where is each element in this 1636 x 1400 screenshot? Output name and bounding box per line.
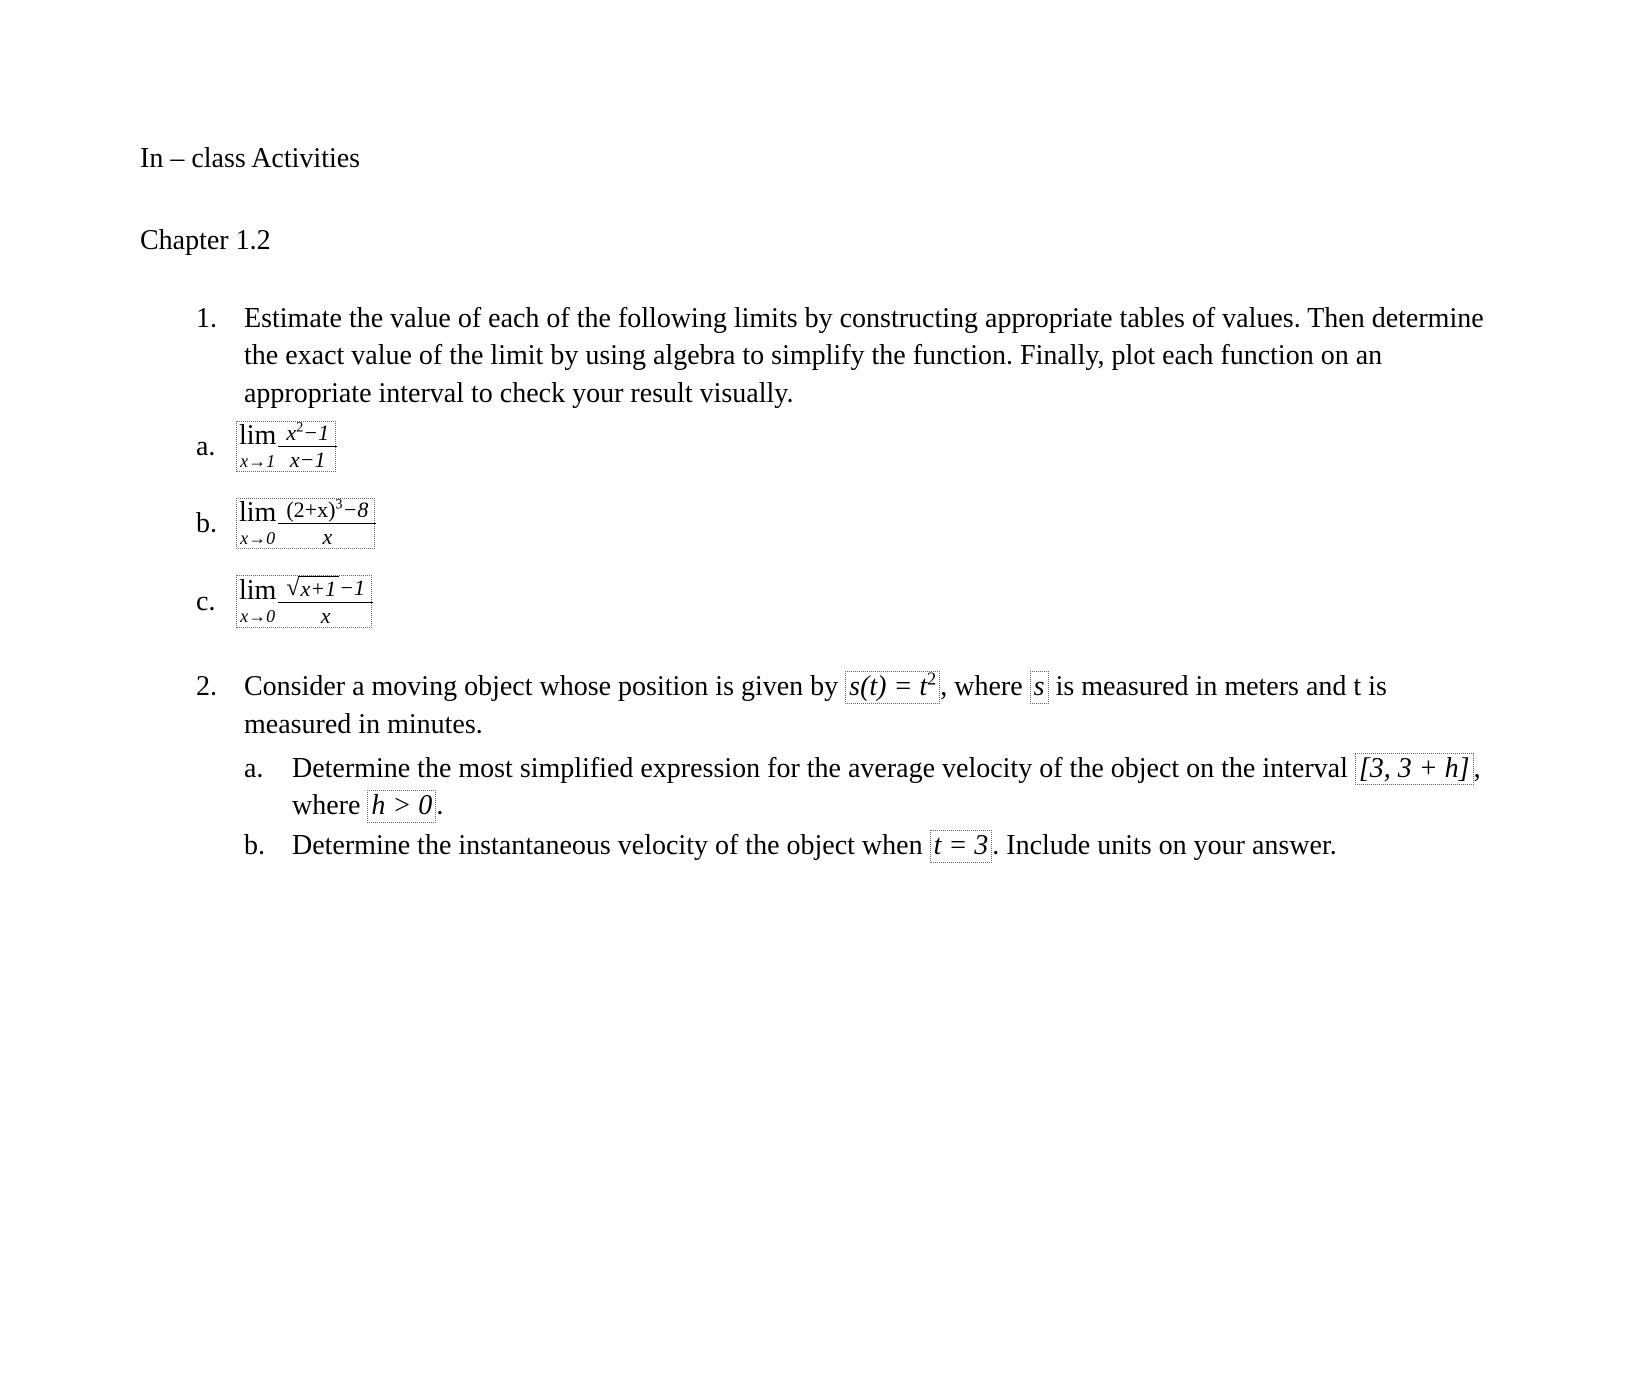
q2-number: 2. [196, 668, 244, 706]
lim-word: lim [239, 422, 276, 450]
fraction-den: x [278, 523, 376, 548]
q2b-label: b. [244, 827, 292, 865]
q2a-text: Determine the most simplified expression… [292, 750, 1496, 826]
q1b-label: b. [196, 505, 236, 543]
q2-svar: s [1030, 671, 1049, 704]
q2a-pre: Determine the most simplified expression… [292, 753, 1355, 784]
document-page: In – class Activities Chapter 1.2 1. Est… [0, 0, 1636, 867]
num-exp: 3 [335, 497, 342, 513]
q2a-hcond: h > 0 [367, 790, 436, 823]
num-left: x [286, 420, 296, 445]
fraction-num: √ x+1 −1 [282, 576, 369, 602]
q2-eq-lhs: s(t) = t [849, 671, 927, 702]
fraction: √ x+1 −1 x [282, 576, 369, 627]
q1a-label: a. [196, 428, 236, 466]
q1c-label: c. [196, 583, 236, 621]
lim-word: lim [239, 499, 276, 527]
fraction-den: x [278, 602, 373, 627]
fraction: (2+x)3−8 x [282, 499, 372, 548]
q2a: a. Determine the most simplified express… [244, 750, 1496, 826]
q2b: b. Determine the instantaneous velocity … [244, 827, 1496, 865]
q2-mid: , where [940, 671, 1029, 702]
q1-text: Estimate the value of each of the follow… [244, 303, 1484, 410]
question-2: 2. Consider a moving object whose positi… [196, 668, 1496, 867]
lim-symbol: lim x→1 [239, 422, 276, 470]
q1a: a. lim x→1 x2−1 x−1 [196, 421, 1496, 472]
num-right: −8 [343, 497, 369, 522]
question-list: 1. Estimate the value of each of the fol… [196, 300, 1496, 867]
q2a-label: a. [244, 750, 292, 788]
q2-eq: s(t) = t2 [845, 671, 940, 704]
lim-symbol: lim x→0 [239, 577, 276, 625]
num-right: −1 [303, 420, 329, 445]
q2a-interval: [3, 3 + h] [1355, 753, 1474, 786]
chapter-heading: Chapter 1.2 [140, 222, 1496, 260]
q1c-math: lim x→0 √ x+1 −1 x [236, 575, 372, 628]
lim-under: x→1 [240, 452, 275, 470]
lim-under: x→0 [240, 607, 275, 625]
q2-body: Consider a moving object whose position … [244, 668, 1496, 867]
q2b-teq: t = 3 [930, 830, 993, 863]
lim-word: lim [239, 577, 276, 605]
lim-under: x→0 [240, 529, 275, 547]
question-1: 1. Estimate the value of each of the fol… [196, 300, 1496, 413]
fraction-num: (2+x)3−8 [282, 499, 372, 523]
q2b-text: Determine the instantaneous velocity of … [292, 827, 1496, 865]
q1-body: Estimate the value of each of the follow… [244, 300, 1496, 413]
q1-number: 1. [196, 300, 244, 338]
num-left: (2+x) [286, 497, 335, 522]
fraction-den: x−1 [278, 446, 337, 471]
fraction-num: x2−1 [282, 422, 333, 446]
q1b-math: lim x→0 (2+x)3−8 x [236, 498, 375, 549]
q2-eq-exp: 2 [927, 669, 936, 689]
q1c: c. lim x→0 √ x+1 −1 x [196, 575, 1496, 628]
fraction: x2−1 x −1 [282, 422, 333, 471]
q2-pre: Consider a moving object whose position … [244, 671, 845, 702]
page-title: In – class Activities [140, 140, 1496, 178]
q2b-pre: Determine the instantaneous velocity of … [292, 830, 930, 861]
q2a-end: . [436, 790, 443, 821]
sqrt: √ x+1 [286, 576, 339, 600]
q2b-post: . Include units on your answer. [992, 830, 1337, 861]
q1a-math: lim x→1 x2−1 x−1 [236, 421, 336, 472]
lim-symbol: lim x→0 [239, 499, 276, 547]
after-sqrt: −1 [339, 575, 365, 600]
q1b: b. lim x→0 (2+x)3−8 x [196, 498, 1496, 549]
radicand: x+1 [298, 576, 340, 600]
